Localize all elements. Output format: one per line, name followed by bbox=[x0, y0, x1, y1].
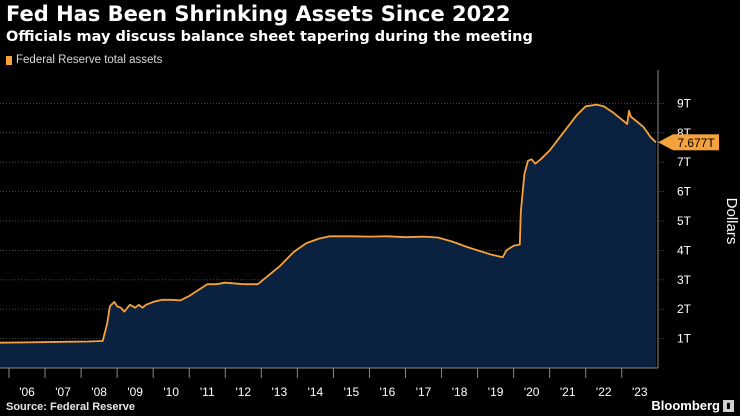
x-tick-label: '18 bbox=[452, 385, 468, 399]
x-tick-label: '17 bbox=[416, 385, 432, 399]
y-tick-label: 5T bbox=[677, 214, 692, 228]
brand-logo: Bloomberg bbox=[651, 398, 720, 413]
chart-title: Fed Has Been Shrinking Assets Since 2022 bbox=[6, 2, 511, 26]
y-tick-label: 4T bbox=[677, 243, 692, 257]
x-tick-label: '15 bbox=[344, 385, 360, 399]
x-tick-label: '19 bbox=[488, 385, 504, 399]
x-tick-label: '10 bbox=[163, 385, 179, 399]
y-tick-label: 6T bbox=[677, 185, 692, 199]
last-value-tag bbox=[673, 134, 719, 151]
axis-layer bbox=[0, 70, 659, 378]
x-tick-label: '09 bbox=[127, 385, 143, 399]
x-tick-label: '23 bbox=[632, 385, 648, 399]
y-tick-label: 9T bbox=[677, 96, 692, 110]
source-note: Source: Federal Reserve bbox=[6, 401, 136, 413]
y-tick-label: 2T bbox=[677, 302, 692, 316]
x-tick-label: '20 bbox=[524, 385, 540, 399]
legend-swatch bbox=[6, 55, 12, 65]
y-tick-label: 1T bbox=[677, 332, 692, 346]
x-tick-label: '06 bbox=[19, 385, 35, 399]
x-tick-label: '07 bbox=[55, 385, 71, 399]
x-tick-label: '22 bbox=[596, 385, 612, 399]
x-tick-label: '11 bbox=[200, 385, 215, 399]
last-value-label: 7.677T bbox=[677, 136, 715, 150]
x-tick-label: '12 bbox=[235, 385, 251, 399]
last-value-pointer bbox=[658, 134, 673, 151]
y-axis-label: Dollars bbox=[723, 198, 740, 245]
area-layer bbox=[0, 103, 657, 368]
x-tick-label: '21 bbox=[560, 385, 576, 399]
x-tick-label: '13 bbox=[272, 385, 288, 399]
x-tick-label: '16 bbox=[380, 385, 396, 399]
x-tick-label: '14 bbox=[308, 385, 324, 399]
series-line bbox=[0, 103, 657, 344]
legend-label: Federal Reserve total assets bbox=[16, 54, 163, 66]
x-tick-label: '08 bbox=[91, 385, 107, 399]
chart-subtitle: Officials may discuss balance sheet tape… bbox=[6, 29, 533, 45]
series-area bbox=[0, 104, 656, 368]
y-tick-label: 7T bbox=[677, 155, 692, 169]
y-tick-label: 3T bbox=[677, 273, 692, 287]
brand-mark-icon: ▮ bbox=[723, 400, 734, 412]
legend: Federal Reserve total assets bbox=[6, 54, 162, 66]
